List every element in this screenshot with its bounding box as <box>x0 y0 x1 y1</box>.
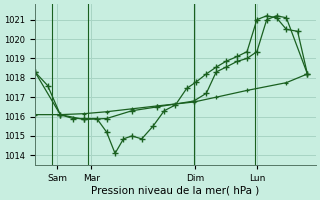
X-axis label: Pression niveau de la mer( hPa ): Pression niveau de la mer( hPa ) <box>91 186 260 196</box>
